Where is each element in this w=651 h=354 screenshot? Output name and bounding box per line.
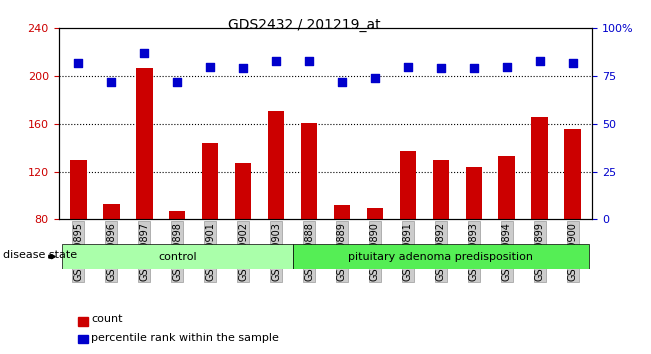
Bar (334, 205, 350, 219)
Text: GDS2432 / 201219_at: GDS2432 / 201219_at (228, 18, 380, 32)
Point (106, 79, 117, 85)
Bar (531, 117, 548, 219)
Point (337, 79, 347, 85)
Point (501, 64, 512, 69)
Bar (433, 160, 449, 219)
Point (205, 64, 215, 69)
Bar (235, 163, 251, 219)
Bar (301, 123, 317, 219)
Point (370, 75, 380, 81)
Bar (400, 152, 416, 219)
Bar (564, 129, 581, 219)
Point (568, 60, 578, 65)
Text: percentile rank within the sample: percentile rank within the sample (91, 333, 279, 343)
Point (271, 58, 281, 64)
Text: count: count (91, 314, 122, 324)
Bar (268, 111, 284, 219)
Bar (367, 207, 383, 219)
Text: disease state: disease state (3, 250, 77, 260)
Bar (292, 244, 589, 269)
Point (436, 65, 446, 71)
Text: control: control (158, 252, 197, 262)
Bar (202, 143, 218, 219)
Bar (465, 167, 482, 219)
Bar (136, 68, 152, 219)
Point (469, 65, 479, 71)
Point (73, 60, 83, 65)
Point (238, 65, 248, 71)
Text: pituitary adenoma predisposition: pituitary adenoma predisposition (348, 252, 533, 262)
Point (403, 64, 413, 69)
Bar (62, 244, 292, 269)
Bar (169, 211, 186, 219)
Point (172, 79, 182, 85)
Point (139, 50, 150, 56)
Bar (70, 160, 87, 219)
Bar (103, 204, 120, 219)
Bar (499, 156, 515, 219)
Point (304, 58, 314, 64)
Point (534, 58, 545, 64)
